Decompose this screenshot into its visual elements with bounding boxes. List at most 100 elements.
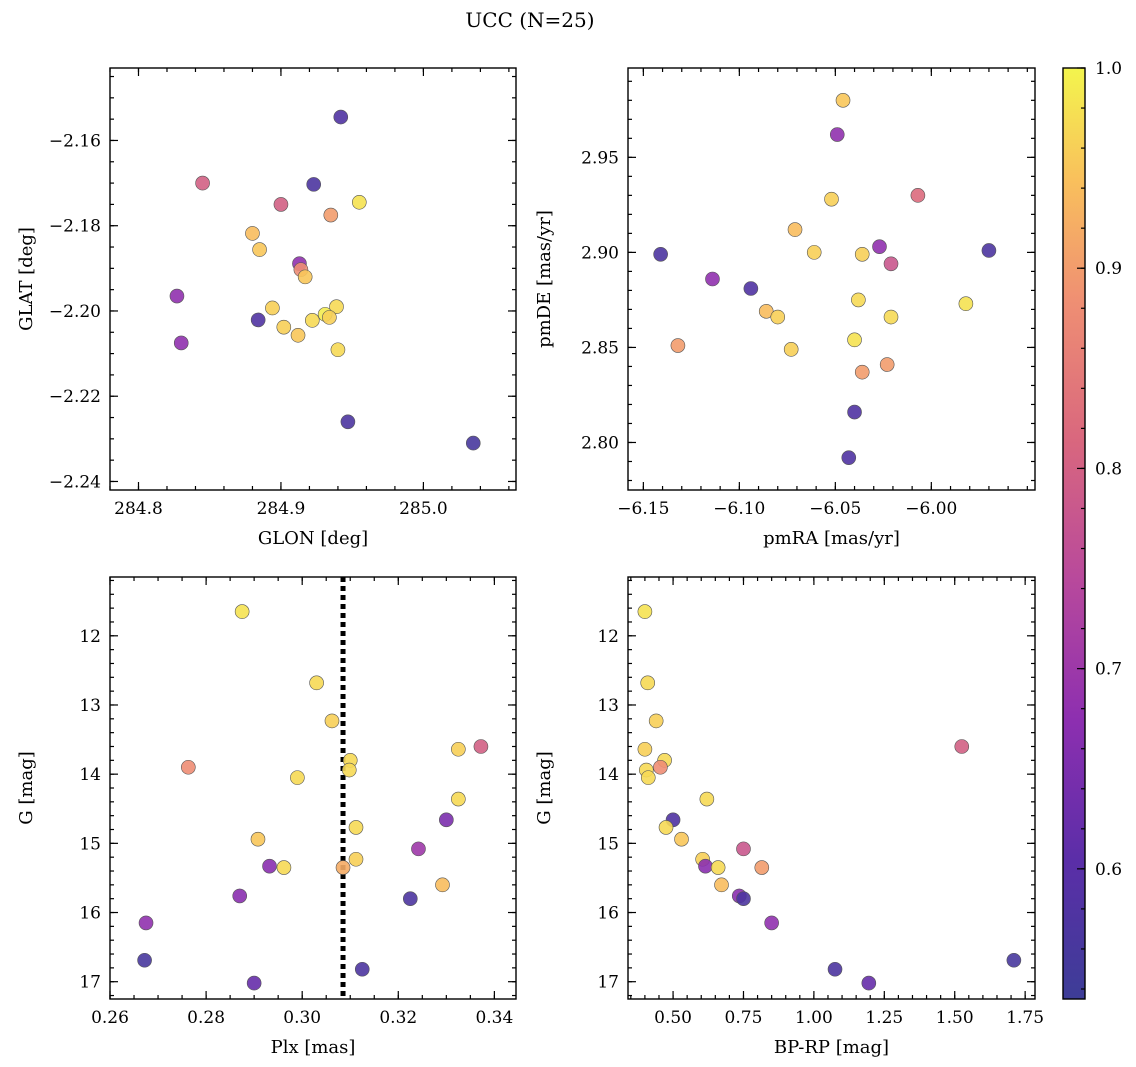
data-point (262, 858, 277, 874)
x-tick-label: 285.0 (399, 499, 448, 519)
data-point (351, 194, 367, 210)
data-point (306, 177, 322, 192)
y-tick-label: −2.24 (49, 472, 101, 492)
data-point (981, 243, 997, 258)
data-point (787, 222, 803, 237)
data-point (234, 604, 250, 619)
data-point (958, 296, 974, 312)
data-point (169, 288, 185, 304)
data-point (173, 335, 189, 351)
data-point (743, 281, 759, 296)
data-point (330, 342, 346, 358)
x-tick-label: 284.9 (257, 499, 306, 519)
data-point (297, 269, 313, 285)
data-point (232, 888, 248, 904)
y-tick-label: −2.22 (49, 387, 101, 407)
x-axis-label: BP-RP [mag] (774, 1037, 889, 1058)
data-point (879, 357, 895, 372)
colorbar-tick-label: 0.9 (1095, 259, 1122, 279)
data-point (435, 877, 450, 893)
data-point (770, 309, 786, 325)
data-point (246, 975, 262, 991)
colorbar-tick-label: 0.7 (1095, 660, 1122, 680)
data-point (276, 860, 292, 875)
y-axis-label: pmDE [mas/yr] (534, 210, 555, 348)
x-axis-label: Plx [mas] (271, 1037, 356, 1058)
data-point (250, 831, 266, 847)
x-tick-label: 0.26 (91, 1008, 129, 1028)
data-point (181, 759, 196, 775)
data-point (872, 239, 887, 254)
data-point (847, 332, 862, 348)
data-point (640, 675, 656, 691)
data-point (309, 675, 324, 691)
y-tick-label: 13 (597, 696, 619, 716)
x-tick-label: 0.50 (654, 1008, 692, 1028)
y-tick-label: 13 (79, 696, 101, 716)
data-point (1006, 952, 1022, 968)
data-point (883, 309, 899, 325)
data-point (705, 271, 720, 287)
y-tick-label: 15 (79, 834, 101, 854)
y-axis-label: G [mag] (534, 751, 555, 824)
y-tick-label: 17 (79, 973, 101, 993)
data-point (829, 127, 845, 142)
y-tick-label: 15 (597, 834, 619, 854)
colorbar: 0.6 0.7 0.8 0.9 1.0 (1062, 59, 1122, 1000)
data-point (640, 770, 656, 785)
x-tick-label: 0.32 (379, 1008, 417, 1028)
x-tick-label: −6.15 (617, 499, 669, 519)
data-point (783, 342, 799, 357)
data-point (854, 246, 870, 262)
data-point (465, 435, 481, 451)
y-tick-label: 2.95 (581, 148, 619, 168)
data-point (954, 739, 970, 754)
data-point (824, 191, 839, 207)
data-point (736, 891, 751, 906)
x-axis-label: pmRA [mas/yr] (763, 528, 900, 549)
x-tick-label: 0.34 (475, 1008, 513, 1028)
data-point (835, 93, 851, 108)
data-point (290, 770, 305, 785)
axes-frame (627, 67, 1036, 491)
y-tick-label: 16 (79, 904, 101, 924)
data-point (451, 791, 466, 807)
panel-plx-g: 0.26 0.28 0.30 0.32 0.34 12 13 14 15 16 17 Plx [mas… (16, 576, 517, 1058)
data-point (252, 242, 267, 257)
data-point (473, 739, 489, 754)
axes-frame (627, 576, 1036, 1000)
data-point (439, 812, 454, 828)
figure-title: UCC (N=25) (465, 8, 594, 32)
data-point (841, 450, 857, 465)
axes-frame (109, 67, 517, 491)
y-tick-label: 14 (597, 765, 619, 785)
data-point (658, 820, 674, 835)
data-point (653, 246, 668, 262)
colorbar-gradient (1063, 68, 1085, 999)
data-point (324, 713, 340, 729)
panel-pmra-pmde: −6.15 −6.10 −6.05 −6.00 2.80 2.85 2.90 2.95 pmRA… (534, 67, 1036, 549)
data-point (138, 915, 154, 931)
x-tick-label: 0.30 (283, 1008, 321, 1028)
data-point (245, 226, 260, 241)
data-point (451, 741, 466, 757)
data-point (333, 109, 349, 125)
x-axis-label: GLON [deg] (258, 528, 368, 549)
data-point (653, 759, 668, 775)
y-tick-label: 2.85 (581, 338, 619, 358)
data-point (714, 877, 729, 893)
data-point (637, 604, 653, 619)
y-tick-label: 17 (597, 973, 619, 993)
y-tick-label: 2.80 (581, 433, 619, 453)
y-tick-label: −2.20 (49, 302, 101, 322)
data-point (273, 197, 289, 212)
data-point (323, 207, 339, 223)
x-tick-label: 0.28 (187, 1008, 225, 1028)
y-tick-label: 14 (79, 765, 101, 785)
data-point (710, 860, 726, 875)
data-point (322, 310, 337, 325)
x-tick-label: 1.25 (865, 1008, 903, 1028)
data-point (411, 841, 426, 857)
data-point (250, 312, 266, 328)
data-point (861, 975, 877, 991)
